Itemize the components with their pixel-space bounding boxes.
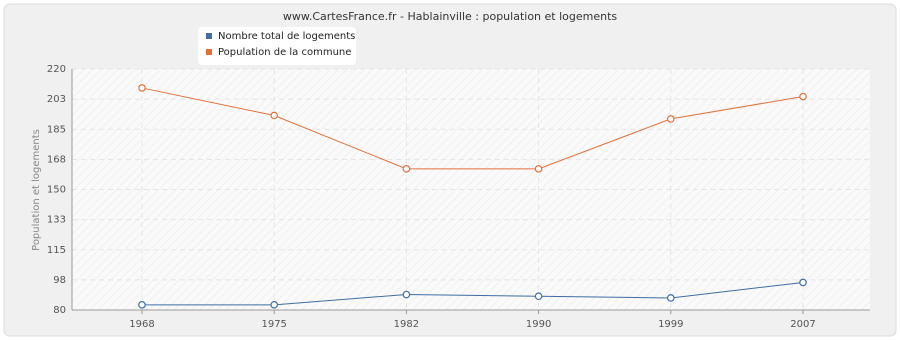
y-tick-label: 98 (53, 275, 66, 286)
point (666, 294, 675, 302)
legend (198, 27, 356, 65)
x-tick-label: 1999 (658, 319, 683, 330)
point (534, 165, 543, 173)
x-tick-label: 1990 (526, 319, 551, 330)
point (402, 290, 411, 299)
point (799, 278, 807, 287)
series-line (141, 87, 804, 170)
point (138, 301, 146, 309)
y-tick-label: 185 (47, 124, 66, 135)
legend-label: Population de la commune (218, 47, 351, 58)
x-tick-label: 1975 (261, 319, 286, 330)
point (402, 165, 411, 173)
series-line (142, 281, 804, 306)
x-tick-label: 2007 (790, 319, 815, 330)
point (534, 292, 543, 301)
point (799, 92, 807, 101)
point (270, 301, 279, 309)
chart-title: www.CartesFrance.fr - Hablainville : pop… (283, 10, 618, 23)
point (270, 111, 279, 120)
y-tick-label: 220 (47, 64, 66, 75)
y-tick-label: 168 (47, 154, 66, 165)
y-tick-label: 115 (47, 245, 66, 256)
legend-label: Nombre total de logements (218, 31, 355, 42)
point (138, 84, 146, 92)
legend-swatch (206, 49, 212, 55)
y-axis-title: Population et logements (31, 129, 42, 251)
y-tick-label: 80 (53, 305, 66, 316)
y-tick-label: 150 (47, 185, 66, 196)
y-tick-label: 203 (47, 94, 66, 105)
y-tick-label: 133 (47, 215, 66, 226)
legend-swatch (206, 33, 212, 39)
x-tick-label: 1968 (129, 319, 154, 330)
point (666, 115, 675, 123)
x-tick-label: 1982 (394, 319, 419, 330)
